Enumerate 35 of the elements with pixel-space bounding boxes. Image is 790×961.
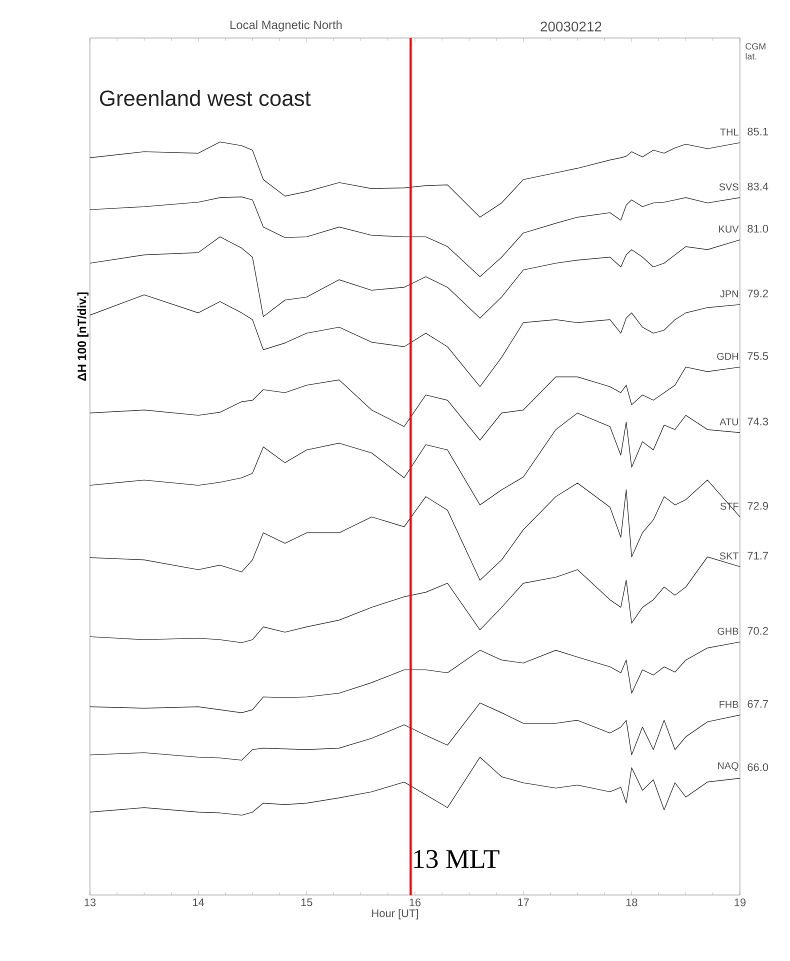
x-axis-title: Hour [UT] — [372, 909, 418, 920]
text: 67.7 — [748, 700, 768, 708]
series-label: SVS — [719, 183, 738, 190]
series-label: ATU — [720, 418, 738, 426]
text: 66.0 — [748, 763, 768, 772]
y-axis-title: ΔH 100 [nT/div.] — [77, 292, 88, 381]
text: 71.7 — [748, 552, 768, 560]
text: 79.2 — [748, 290, 768, 298]
x-tick-label: 15 — [301, 898, 312, 906]
x-tick-label: 13 — [84, 898, 96, 906]
text: 83.4 — [748, 182, 768, 190]
ref-line-label: 13 MLT — [414, 850, 500, 868]
text: 72.9 — [748, 502, 768, 510]
chart-subtitle: 20030212 — [540, 22, 602, 32]
text: 70.2 — [748, 627, 768, 635]
x-tick-label: 19 — [734, 898, 746, 906]
series-label: SKT — [720, 552, 739, 560]
chart-title: Local Magnetic North — [230, 20, 342, 32]
text: 74.3 — [748, 418, 768, 426]
x-tick-label: 17 — [518, 898, 529, 906]
x-tick-label: 16 — [410, 898, 421, 906]
series-label: THL — [720, 128, 738, 136]
series-label: NAQ — [718, 762, 738, 772]
text: 85.1 — [748, 128, 768, 136]
x-tick-label: 18 — [626, 898, 638, 906]
series-label: JPN — [720, 290, 738, 298]
series-label: GHB — [718, 628, 738, 635]
series-label: GDH — [717, 352, 738, 360]
text: Greenland west coast — [100, 90, 311, 106]
text: 81.0 — [748, 224, 768, 233]
text: CGM lat. — [746, 43, 766, 60]
text: 75.5 — [748, 352, 768, 360]
series-label: FHB — [720, 700, 738, 708]
series-label: KUV — [719, 226, 739, 233]
x-tick-label: 14 — [193, 898, 204, 906]
